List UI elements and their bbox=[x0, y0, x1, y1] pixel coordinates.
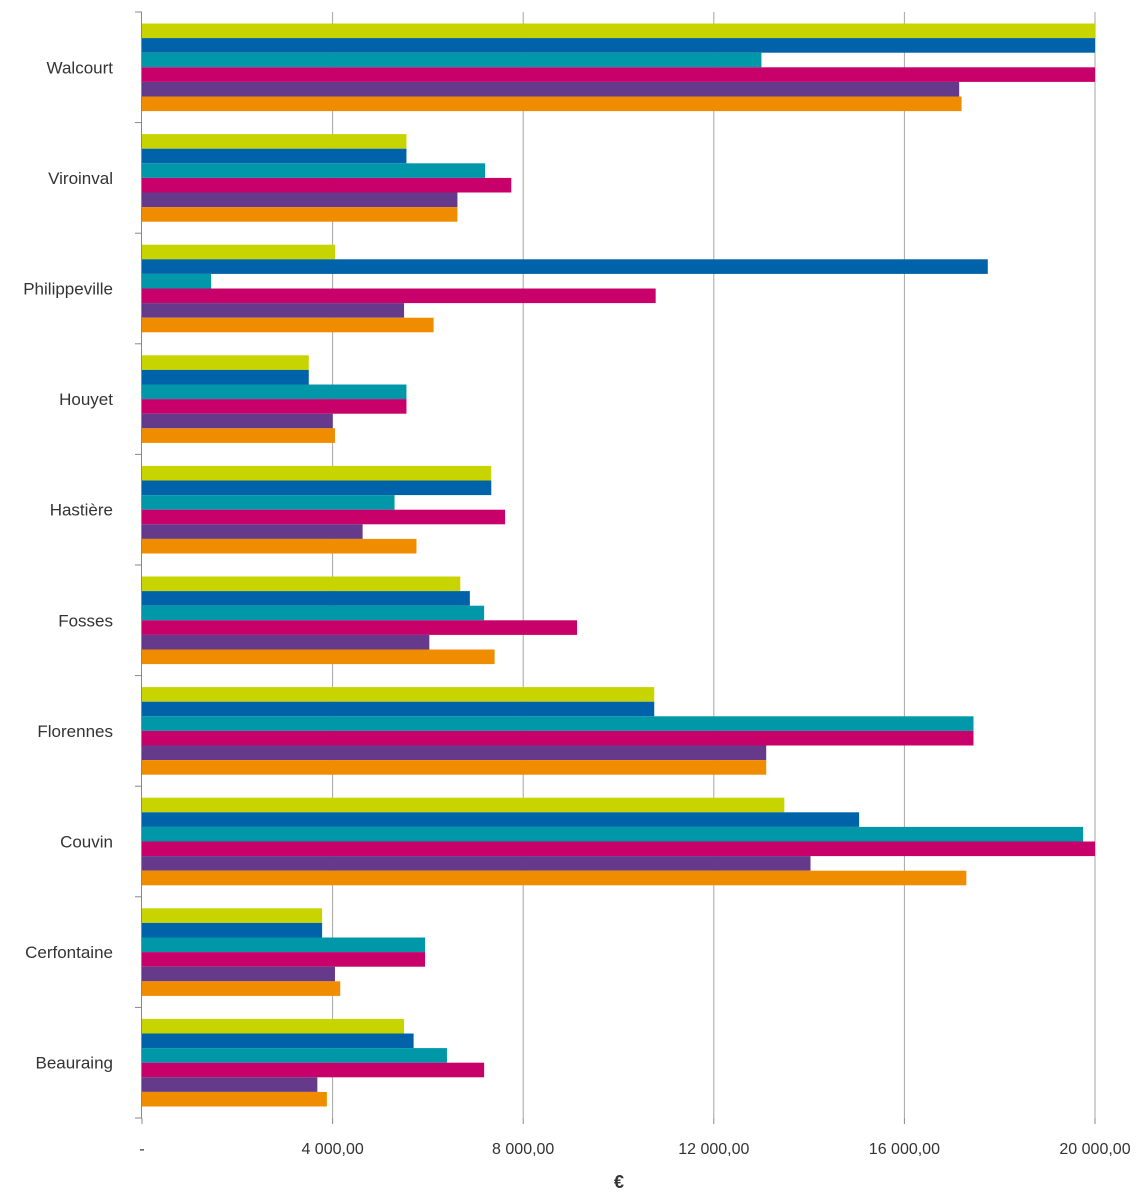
y-category-label: Fosses bbox=[58, 611, 113, 630]
bar bbox=[142, 96, 962, 112]
bar bbox=[142, 687, 655, 702]
x-tick-label: 4 000,00 bbox=[301, 1141, 363, 1158]
bar bbox=[142, 826, 1084, 842]
bar bbox=[142, 701, 655, 717]
x-tick-label: - bbox=[139, 1141, 144, 1158]
x-tick-label: 16 000,00 bbox=[869, 1141, 940, 1158]
bar bbox=[142, 207, 458, 222]
bar bbox=[142, 812, 860, 827]
bar bbox=[142, 870, 967, 886]
bar bbox=[142, 716, 974, 731]
y-category-label: Beauraing bbox=[35, 1054, 113, 1073]
bar bbox=[142, 952, 426, 967]
category-group bbox=[142, 244, 988, 333]
y-category-label: Hastière bbox=[50, 501, 113, 520]
bar bbox=[142, 399, 407, 414]
bar bbox=[142, 23, 1095, 39]
bar bbox=[142, 384, 407, 400]
bar bbox=[142, 538, 417, 554]
bar bbox=[142, 856, 811, 871]
bar bbox=[142, 273, 212, 289]
bar bbox=[142, 38, 1095, 53]
bar bbox=[142, 797, 785, 813]
bar bbox=[142, 355, 309, 370]
bar bbox=[142, 620, 578, 635]
bar bbox=[142, 369, 309, 385]
bar bbox=[142, 1091, 327, 1107]
bar bbox=[142, 966, 335, 982]
bar bbox=[142, 745, 767, 761]
bar bbox=[142, 163, 486, 178]
bar bbox=[142, 937, 426, 953]
y-category-label: Houyet bbox=[59, 390, 113, 409]
bar bbox=[142, 81, 960, 97]
bar bbox=[142, 177, 512, 193]
bar bbox=[142, 649, 495, 665]
bar bbox=[142, 634, 430, 650]
grid-lines bbox=[332, 12, 1096, 1118]
x-tick-label: 8 000,00 bbox=[492, 1141, 554, 1158]
bar bbox=[142, 303, 405, 318]
bar bbox=[142, 981, 341, 996]
bar bbox=[142, 841, 1095, 857]
bar bbox=[142, 413, 333, 429]
x-tick-label: 20 000,00 bbox=[1059, 1141, 1130, 1158]
bar bbox=[142, 908, 323, 923]
bar bbox=[142, 1062, 485, 1078]
bar bbox=[142, 192, 458, 208]
bar bbox=[142, 67, 1095, 82]
category-group bbox=[142, 576, 578, 665]
y-category-label: Cerfontaine bbox=[25, 943, 113, 962]
category-group bbox=[142, 908, 426, 996]
bar bbox=[142, 317, 434, 333]
axes bbox=[135, 11, 1096, 1124]
bar bbox=[142, 52, 762, 68]
bars bbox=[142, 23, 1095, 1107]
bar bbox=[142, 259, 988, 274]
bar bbox=[142, 1018, 405, 1034]
y-category-label: Viroinval bbox=[48, 169, 113, 188]
bar bbox=[142, 148, 407, 164]
labels: - 4 000,00 8 000,00 12 000,00 16 000,00 20 00… bbox=[23, 58, 1130, 1158]
bar bbox=[142, 605, 485, 621]
category-group bbox=[142, 1018, 485, 1107]
bar bbox=[142, 591, 470, 606]
bar bbox=[142, 922, 323, 938]
bar bbox=[142, 134, 407, 149]
bar bbox=[142, 244, 335, 260]
y-category-label: Walcourt bbox=[47, 58, 114, 77]
category-group bbox=[142, 134, 512, 222]
bar bbox=[142, 1033, 414, 1049]
bar bbox=[142, 730, 974, 746]
bar bbox=[142, 495, 395, 510]
category-group bbox=[142, 23, 1095, 112]
category-group bbox=[142, 355, 407, 443]
bar bbox=[142, 465, 492, 481]
category-group bbox=[142, 687, 974, 775]
bar bbox=[142, 1077, 318, 1092]
bar bbox=[142, 509, 506, 525]
category-group bbox=[142, 465, 506, 554]
category-group bbox=[142, 797, 1095, 886]
bar bbox=[142, 480, 492, 496]
bar bbox=[142, 428, 335, 443]
y-category-label: Couvin bbox=[60, 833, 113, 852]
bar bbox=[142, 576, 461, 592]
bar bbox=[142, 524, 363, 539]
x-axis-title: € bbox=[614, 1172, 624, 1192]
y-category-label: Philippeville bbox=[23, 280, 113, 299]
bar bbox=[142, 288, 656, 304]
bar bbox=[142, 760, 767, 775]
bar bbox=[142, 1048, 447, 1063]
x-tick-label: 12 000,00 bbox=[678, 1141, 749, 1158]
y-category-label: Florennes bbox=[37, 722, 113, 741]
